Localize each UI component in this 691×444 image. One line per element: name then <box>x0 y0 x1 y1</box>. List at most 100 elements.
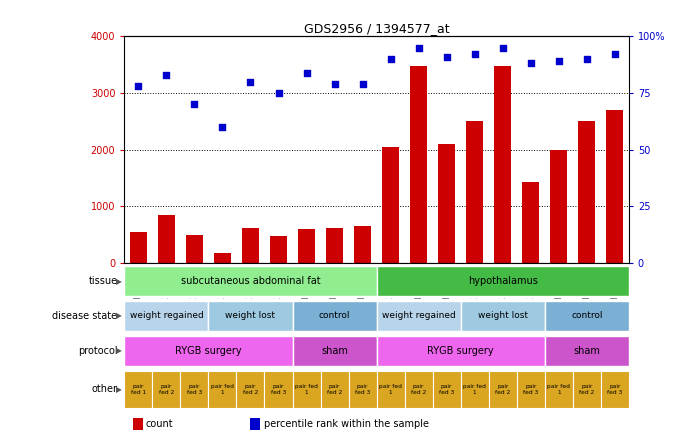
Bar <box>438 144 455 263</box>
Bar <box>124 301 209 331</box>
Point <box>497 44 508 51</box>
Bar <box>405 371 433 408</box>
Bar <box>209 301 292 331</box>
Bar <box>186 234 203 263</box>
Bar <box>377 336 545 366</box>
Point <box>161 71 172 78</box>
Point <box>469 51 480 58</box>
Text: subcutaneous abdominal fat: subcutaneous abdominal fat <box>180 276 321 286</box>
Bar <box>130 232 146 263</box>
Text: hypothalamus: hypothalamus <box>468 276 538 286</box>
Text: pair
fed 2: pair fed 2 <box>243 384 258 395</box>
Bar <box>242 227 259 263</box>
Bar <box>607 110 623 263</box>
Bar <box>265 371 292 408</box>
Text: ▶: ▶ <box>116 277 122 285</box>
Bar <box>377 301 461 331</box>
Text: pair
fed 2: pair fed 2 <box>411 384 426 395</box>
Bar <box>209 371 236 408</box>
Bar <box>466 121 483 263</box>
Bar <box>410 66 427 263</box>
Bar <box>600 371 629 408</box>
Text: count: count <box>145 419 173 429</box>
Bar <box>494 66 511 263</box>
Bar <box>578 121 595 263</box>
Text: sham: sham <box>321 346 348 356</box>
Text: weight lost: weight lost <box>477 311 528 321</box>
Text: pair
fed 3: pair fed 3 <box>187 384 202 395</box>
Point <box>217 123 228 131</box>
Text: ▶: ▶ <box>116 385 122 394</box>
Text: protocol: protocol <box>78 346 117 356</box>
Bar <box>550 150 567 263</box>
Bar <box>326 227 343 263</box>
Text: percentile rank within the sample: percentile rank within the sample <box>265 419 430 429</box>
Bar <box>545 336 629 366</box>
Bar <box>348 371 377 408</box>
Bar <box>461 301 545 331</box>
Text: disease state: disease state <box>53 311 117 321</box>
Point <box>441 53 452 60</box>
Text: ▶: ▶ <box>116 311 122 321</box>
Bar <box>180 371 209 408</box>
Text: other: other <box>91 384 117 394</box>
Bar <box>517 371 545 408</box>
Point <box>357 80 368 87</box>
Bar <box>292 371 321 408</box>
Text: pair fed
1: pair fed 1 <box>547 384 570 395</box>
Text: pair fed
1: pair fed 1 <box>211 384 234 395</box>
Point <box>189 101 200 108</box>
Text: control: control <box>571 311 603 321</box>
Bar <box>461 371 489 408</box>
Text: weight lost: weight lost <box>225 311 276 321</box>
Text: pair
fed 3: pair fed 3 <box>607 384 623 395</box>
Bar <box>153 371 180 408</box>
Bar <box>158 215 175 263</box>
Text: tissue: tissue <box>88 276 117 286</box>
Point <box>581 56 592 63</box>
Text: pair
fed 1: pair fed 1 <box>131 384 146 395</box>
Point <box>273 89 284 96</box>
Text: pair
fed 3: pair fed 3 <box>439 384 454 395</box>
Bar <box>214 253 231 263</box>
Text: RYGB surgery: RYGB surgery <box>175 346 242 356</box>
Bar <box>522 182 539 263</box>
Text: pair
fed 2: pair fed 2 <box>495 384 511 395</box>
Bar <box>292 336 377 366</box>
Bar <box>377 266 629 296</box>
Bar <box>377 371 405 408</box>
Text: pair fed
1: pair fed 1 <box>463 384 486 395</box>
Point <box>413 44 424 51</box>
Text: pair
fed 3: pair fed 3 <box>355 384 370 395</box>
Point <box>553 58 565 65</box>
Text: pair fed
1: pair fed 1 <box>379 384 402 395</box>
Bar <box>354 226 371 263</box>
Text: ▶: ▶ <box>116 346 122 355</box>
Bar <box>236 371 265 408</box>
Title: GDS2956 / 1394577_at: GDS2956 / 1394577_at <box>304 22 449 35</box>
Text: control: control <box>319 311 350 321</box>
Bar <box>321 371 348 408</box>
Bar <box>545 301 629 331</box>
Point <box>133 83 144 90</box>
Text: RYGB surgery: RYGB surgery <box>427 346 494 356</box>
Bar <box>250 418 261 429</box>
Bar <box>124 266 377 296</box>
Text: pair
fed 2: pair fed 2 <box>327 384 342 395</box>
Point <box>245 78 256 85</box>
Point <box>301 69 312 76</box>
Bar <box>124 336 292 366</box>
Bar <box>124 371 153 408</box>
Text: pair
fed 2: pair fed 2 <box>579 384 594 395</box>
Point <box>525 60 536 67</box>
Point <box>609 51 621 58</box>
Bar <box>382 147 399 263</box>
Text: pair fed
1: pair fed 1 <box>295 384 318 395</box>
Bar <box>573 371 600 408</box>
Text: sham: sham <box>574 346 600 356</box>
Text: pair
fed 3: pair fed 3 <box>523 384 538 395</box>
Point <box>385 56 396 63</box>
Text: pair
fed 3: pair fed 3 <box>271 384 286 395</box>
Text: weight regained: weight regained <box>381 311 455 321</box>
Point <box>329 80 340 87</box>
